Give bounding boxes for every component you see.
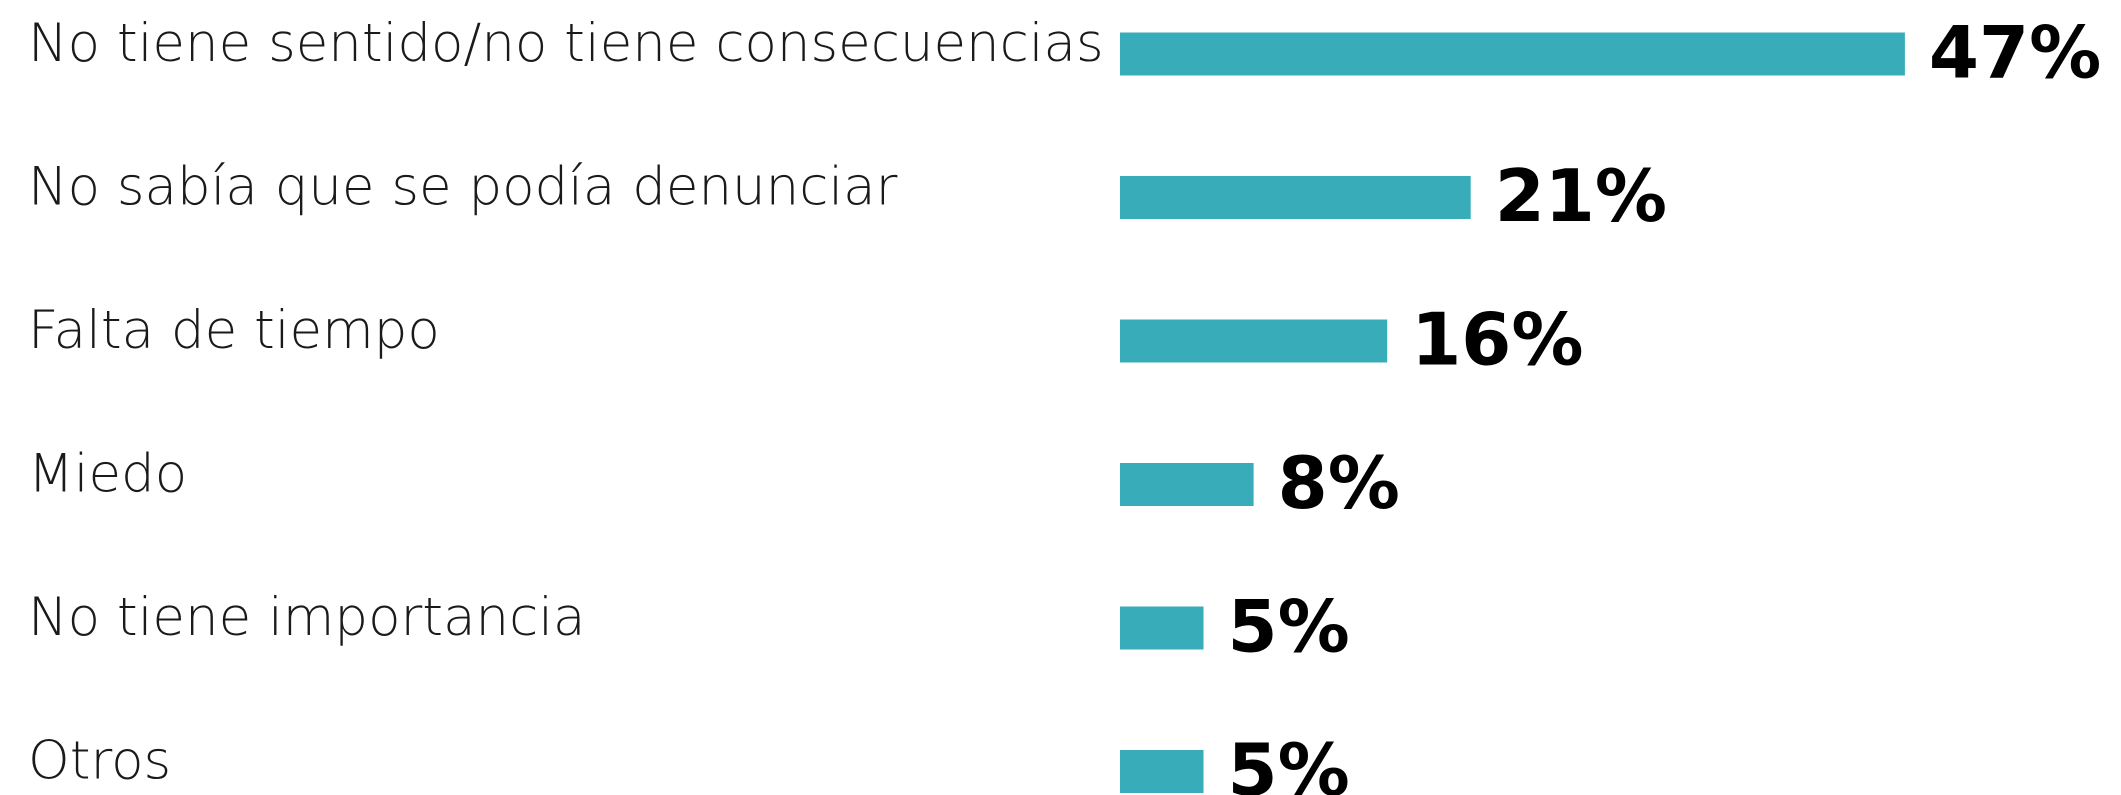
value-label: 21% [1495,154,1667,238]
category-label: Falta de tiempo [28,300,440,361]
category-label: No tiene importancia [28,587,585,648]
bar [1120,750,1204,793]
bar [1120,606,1204,650]
value-label: 5% [1228,585,1350,669]
category-label: Otros [28,730,171,791]
bar [1120,176,1471,219]
category-label: No tiene sentido/no tiene consecuencias [28,13,1104,74]
value-label: 5% [1228,728,1350,795]
bar [1120,319,1388,363]
bar [1120,32,1905,76]
bar [1120,463,1254,506]
value-label: 8% [1278,441,1400,525]
category-label: No sabía que se podía denunciar [28,156,898,217]
value-label: 47% [1929,11,2101,95]
value-label: 16% [1411,298,1583,382]
category-label: Miedo [28,443,187,504]
